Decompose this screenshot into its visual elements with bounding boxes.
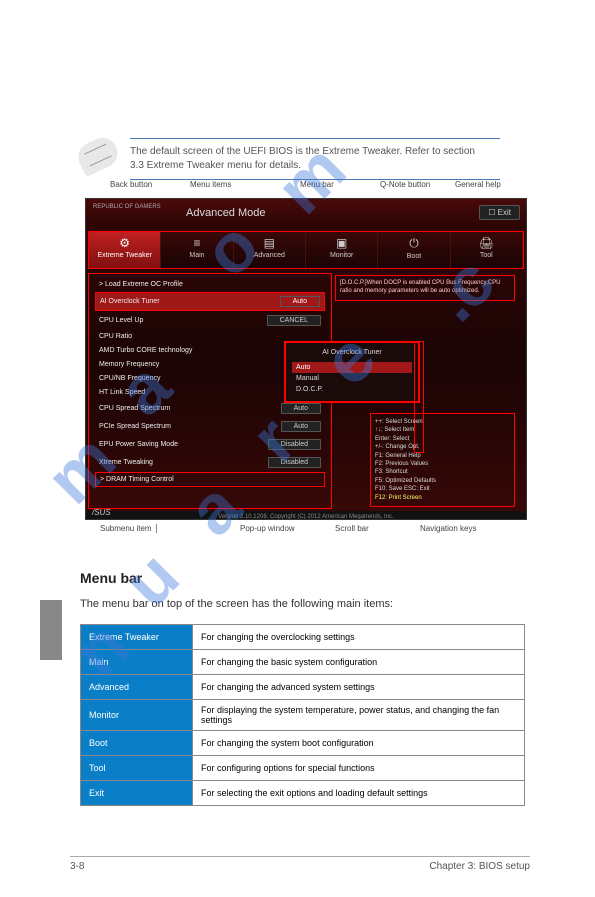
label-back: Back button xyxy=(110,180,152,189)
general-help-box: [D.O.C.P.]When DOCP is enabled CPU Bus F… xyxy=(335,275,515,301)
tab-advanced[interactable]: ▤Advanced xyxy=(234,232,306,268)
label-menuitems: Menu items xyxy=(190,180,231,189)
menu-description-table: Extreme TweakerFor changing the overcloc… xyxy=(80,624,525,806)
bios-title: Advanced Mode xyxy=(186,207,266,219)
bios-footer: /SUSVersion 2.10.1208. Copyright (C) 201… xyxy=(86,511,526,520)
brand-logo: REPUBLIC OF GAMERS xyxy=(90,201,176,233)
list-item[interactable]: > Load Extreme OC Profile xyxy=(95,278,325,291)
menu-bar: ⚙Extreme Tweaker ≡Main ▤Advanced ▣Monito… xyxy=(88,231,524,269)
tab-tool[interactable]: 🖨Tool xyxy=(451,232,523,268)
exit-button[interactable]: ☐ Exit xyxy=(479,205,520,220)
section-text: The menu bar on top of the screen has th… xyxy=(80,598,393,610)
popup-option[interactable]: Auto xyxy=(292,362,412,373)
label-scroll: Scroll bar xyxy=(335,524,369,533)
tab-main[interactable]: ≡Main xyxy=(161,232,233,268)
note-text: The default screen of the UEFI BIOS is t… xyxy=(130,135,500,183)
label-menubar: Menu bar xyxy=(300,180,334,189)
navigation-keys-box: ++: Select Screen↑↓: Select ItemEnter: S… xyxy=(370,413,515,507)
label-navkey: Navigation keys xyxy=(420,524,476,533)
note-icon xyxy=(74,133,123,177)
chapter-tab xyxy=(40,600,62,660)
list-item[interactable]: EPU Power Saving ModeDisabled xyxy=(95,436,325,453)
page-footer: 3-8 Chapter 3: BIOS setup xyxy=(70,856,530,872)
tab-boot[interactable]: ⏻Boot xyxy=(378,232,450,268)
label-sub: Submenu item xyxy=(100,524,157,533)
label-qnote: Q-Note button xyxy=(380,180,430,189)
tab-monitor[interactable]: ▣Monitor xyxy=(306,232,378,268)
list-item[interactable]: > DRAM Timing Control xyxy=(95,472,325,487)
list-item[interactable]: PCIe Spread SpectrumAuto xyxy=(95,418,325,435)
label-genhelp: General help xyxy=(455,180,501,189)
popup-option[interactable]: Manual xyxy=(292,373,412,384)
list-item[interactable]: AI Overclock TunerAuto xyxy=(95,292,325,311)
popup-window: AI Overclock Tuner Auto Manual D.O.C.P. xyxy=(284,341,420,403)
label-popup: Pop-up window xyxy=(240,524,295,533)
tab-extreme-tweaker[interactable]: ⚙Extreme Tweaker xyxy=(89,232,161,268)
section-heading: Menu bar xyxy=(80,570,142,586)
popup-option[interactable]: D.O.C.P. xyxy=(292,384,412,395)
list-item[interactable]: CPU Level UpCANCEL xyxy=(95,312,325,329)
bios-screenshot: REPUBLIC OF GAMERS Advanced Mode ☐ Exit … xyxy=(85,198,527,520)
list-item[interactable]: Xtreme TweakingDisabled xyxy=(95,454,325,471)
